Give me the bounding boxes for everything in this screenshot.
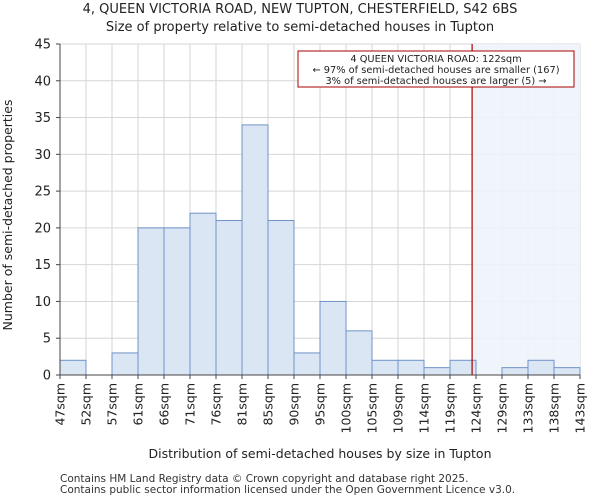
annotation-line-3: 3% of semi-detached houses are larger (5… (325, 76, 546, 87)
histogram-bar (371, 359, 399, 376)
x-tick-label: 90sqm (287, 383, 302, 426)
x-tick-label: 143sqm (573, 383, 588, 433)
x-tick-label: 129sqm (495, 383, 510, 433)
y-tick-label: 20 (34, 221, 51, 236)
x-tick-label: 138sqm (547, 383, 562, 433)
y-tick-label: 5 (43, 332, 51, 347)
x-tick-label: 114sqm (417, 383, 432, 433)
y-tick-label: 35 (34, 111, 51, 126)
footer-line-2: Contains public sector information licen… (60, 484, 516, 496)
x-tick-label: 105sqm (365, 383, 380, 433)
histogram-bar (397, 359, 425, 376)
histogram-bar (59, 359, 87, 376)
annotation-line-1: 4 QUEEN VICTORIA ROAD: 122sqm (350, 54, 521, 65)
histogram-bar (111, 352, 139, 376)
histogram-bar (553, 367, 581, 376)
y-tick-label: 40 (34, 74, 51, 89)
histogram-bar (215, 220, 243, 376)
x-tick-label: 119sqm (443, 383, 458, 433)
x-tick-label: 133sqm (521, 383, 536, 433)
larger-region-highlight (472, 44, 580, 375)
histogram-bar (137, 227, 165, 376)
y-tick-label: 30 (34, 148, 51, 163)
histogram-bar (501, 367, 529, 376)
x-tick-label: 47sqm (53, 383, 68, 426)
x-tick-label: 85sqm (261, 383, 276, 426)
histogram-bar (241, 124, 269, 376)
histogram-bar (345, 330, 373, 376)
x-tick-label: 52sqm (79, 383, 94, 426)
histogram-bar (163, 227, 191, 376)
y-tick-label: 10 (34, 295, 51, 310)
x-tick-label: 124sqm (469, 383, 484, 433)
x-tick-label: 71sqm (183, 383, 198, 426)
x-tick-label: 100sqm (339, 383, 354, 433)
annotation-line-2: ← 97% of semi-detached houses are smalle… (312, 65, 559, 76)
x-tick-label: 66sqm (157, 383, 172, 426)
x-tick-label: 61sqm (131, 383, 146, 426)
histogram-bar (527, 359, 555, 376)
histogram-bar (267, 220, 295, 376)
footer-line-1: Contains HM Land Registry data © Crown c… (60, 473, 469, 485)
y-tick-label: 25 (34, 185, 51, 200)
x-tick-label: 95sqm (313, 383, 328, 426)
chart-subtitle: Size of property relative to semi-detach… (105, 20, 495, 35)
annotation-box (297, 50, 575, 88)
y-tick-label: 45 (34, 38, 51, 53)
x-tick-label: 81sqm (235, 383, 250, 426)
x-tick-label: 109sqm (391, 383, 406, 433)
x-tick-label: 57sqm (105, 383, 120, 426)
y-tick-label: 0 (43, 369, 51, 384)
x-axis-label: Distribution of semi-detached houses by … (149, 446, 492, 461)
x-tick-label: 76sqm (209, 383, 224, 426)
histogram-bar (319, 300, 347, 376)
histogram-bar (293, 352, 321, 376)
y-axis-label: Number of semi-detached properties (0, 100, 15, 331)
chart-title: 4, QUEEN VICTORIA ROAD, NEW TUPTON, CHES… (82, 2, 518, 17)
histogram-bar (189, 212, 217, 376)
y-tick-label: 15 (34, 258, 51, 273)
histogram-bar (423, 367, 451, 376)
